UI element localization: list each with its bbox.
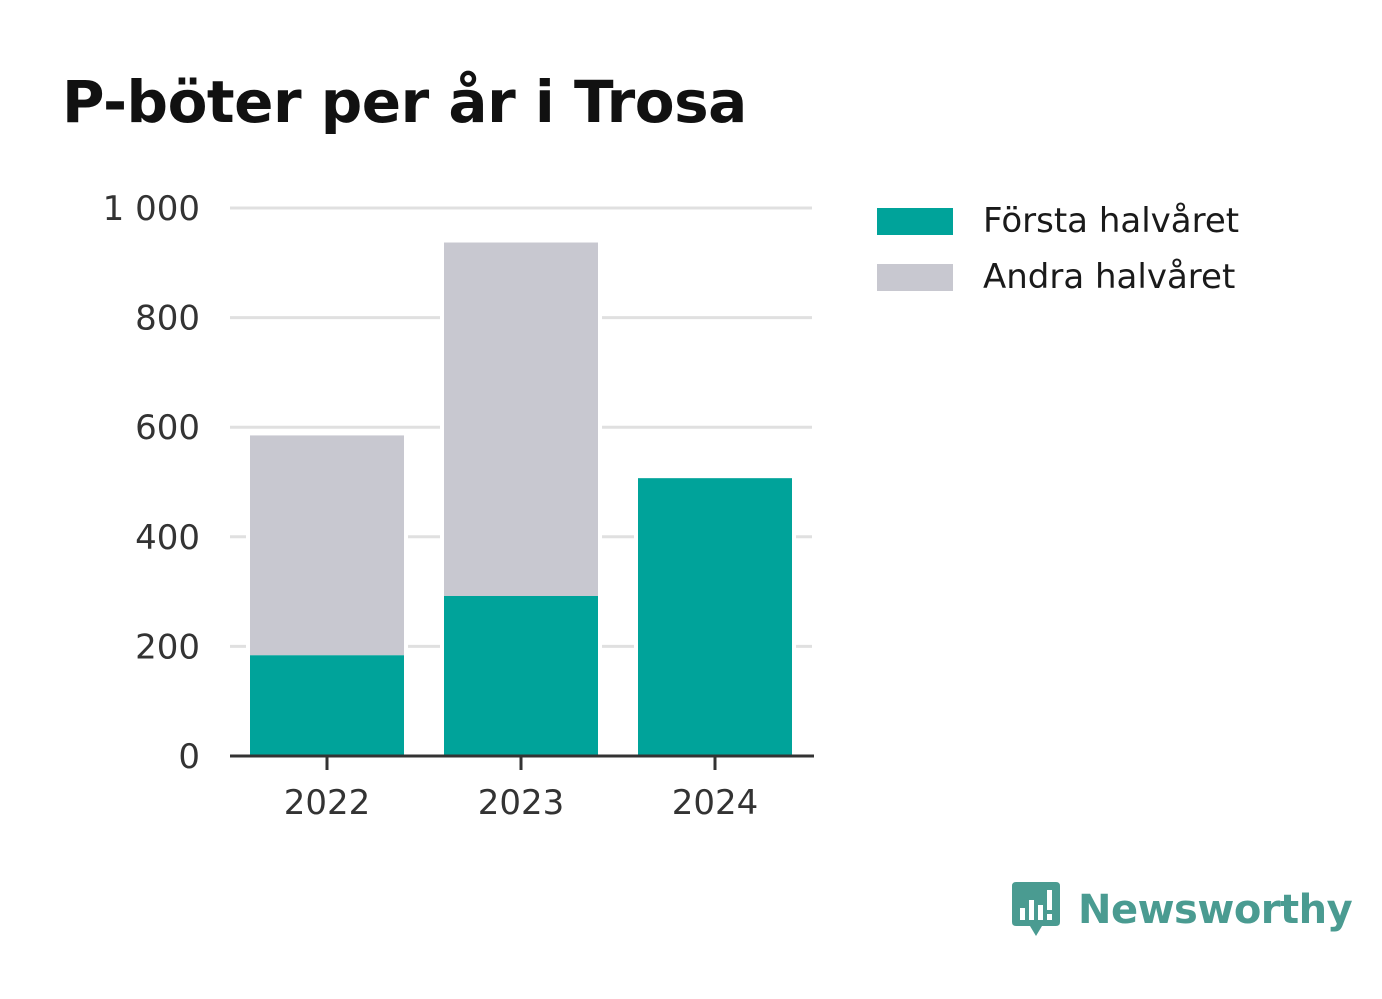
y-tick-label-0: 0 xyxy=(178,737,200,777)
legend: Första halvåret Andra halvåret xyxy=(877,193,1239,305)
bar-gap-right-2024 xyxy=(792,478,796,756)
legend-label-first-half: Första halvåret xyxy=(983,201,1240,241)
logo-text: Newsworthy xyxy=(1078,887,1353,933)
legend-label-second-half: Andra halvåret xyxy=(983,257,1236,297)
x-tick-label-2022: 2022 xyxy=(284,783,371,823)
bar-2023-second-half xyxy=(444,242,598,596)
bars xyxy=(250,242,792,756)
legend-swatch-second-half xyxy=(877,263,953,291)
axes: 0 200 400 600 800 1 000 2022 2023 2024 xyxy=(103,189,814,823)
x-tick-label-2023: 2023 xyxy=(478,783,565,823)
bar-gap-left-2024 xyxy=(634,478,638,756)
y-tick-label-1000: 1 000 xyxy=(103,189,200,229)
bar-gap-right-2022 xyxy=(404,435,408,756)
legend-item-second-half: Andra halvåret xyxy=(877,249,1239,305)
bar-gap-left-2023 xyxy=(440,242,444,757)
bar-2023-first-half xyxy=(444,595,598,756)
bar-chart-speech-bubble-icon xyxy=(1012,882,1060,936)
bar-chart: 0 200 400 600 800 1 000 2022 2023 2024 xyxy=(103,189,814,823)
y-tick-label-600: 600 xyxy=(135,408,200,448)
chart-title: P-böter per år i Trosa xyxy=(62,68,747,136)
newsworthy-logo: Newsworthy xyxy=(1010,878,1353,942)
y-tick-label-400: 400 xyxy=(135,518,200,558)
legend-item-first-half: Första halvåret xyxy=(877,193,1239,249)
y-tick-label-800: 800 xyxy=(135,299,200,339)
legend-swatch-first-half xyxy=(877,207,953,235)
y-tick-label-200: 200 xyxy=(135,627,200,667)
bar-2024-first-half xyxy=(638,478,792,756)
bar-gap-left-2022 xyxy=(246,435,250,756)
bar-gap-right-2023 xyxy=(598,242,602,757)
bar-2022-second-half xyxy=(250,435,404,656)
bar-2022-first-half xyxy=(250,655,404,756)
x-tick-label-2024: 2024 xyxy=(672,783,759,823)
